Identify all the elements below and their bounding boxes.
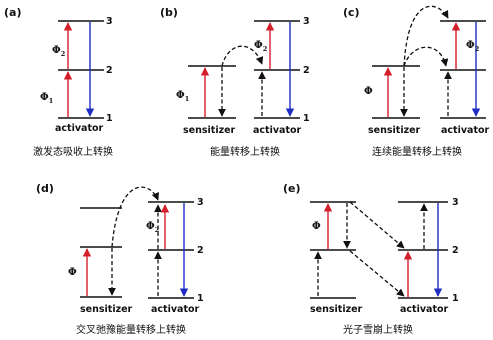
panel-c-energy-transfer-lower	[403, 46, 449, 67]
panel-d-activator-label: activator	[151, 304, 200, 315]
panel-b: (b) Φ1 sensitizer 3 2 1 Φ2 activator 能量转…	[160, 6, 310, 158]
panel-d-caption: 交叉弛豫能量转移上转换	[76, 323, 186, 336]
panel-e-level-3-label: 3	[452, 197, 459, 208]
panel-c-energy-transfer-upper	[403, 5, 449, 67]
panel-c-tag: (c)	[343, 6, 360, 19]
panel-a-phi-2: Φ2	[52, 45, 65, 58]
panel-b-level-1-label: 1	[303, 113, 310, 124]
panel-a-level-2-label: 2	[106, 65, 113, 76]
panel-b-energy-transfer	[221, 45, 264, 67]
panel-d: (d) Φ sensitizer 3 2 1 Φ2 activator 交叉弛豫…	[36, 182, 204, 336]
panel-c-activator-label: activator	[441, 125, 490, 136]
panel-e-sensitizer-label: sensitizer	[310, 304, 363, 315]
panel-a-level-3-label: 3	[106, 16, 113, 27]
panel-b-activator-label: activator	[253, 125, 302, 136]
panel-c-caption: 连续能量转移上转换	[372, 145, 462, 158]
panel-d-cross-relaxation	[111, 186, 160, 248]
panel-d-level-2-label: 2	[197, 245, 204, 256]
panel-d-level-3-label: 3	[197, 197, 204, 208]
panel-e-caption: 光子雪崩上转换	[343, 323, 413, 336]
panel-d-phi-2: Φ2	[146, 221, 159, 234]
panel-b-level-3-label: 3	[303, 16, 310, 27]
panel-e-cross-relaxation-lower	[349, 250, 405, 297]
panel-b-phi-1: Φ1	[176, 90, 189, 103]
panel-c: (c) Φ sensitizer Φ2 activator 连续能量转移上转换	[343, 5, 490, 158]
panel-b-caption: 能量转移上转换	[210, 145, 280, 158]
panel-d-tag: (d)	[36, 182, 54, 195]
panel-a-activator-label: activator	[55, 123, 104, 134]
panel-b-level-2-label: 2	[303, 65, 310, 76]
panel-e-level-1-label: 1	[452, 293, 459, 304]
panel-e-level-2-label: 2	[452, 245, 459, 256]
panel-d-sensitizer-label: sensitizer	[80, 304, 133, 315]
panel-e-tag: (e)	[283, 182, 301, 195]
panel-e: (e) Φ sensitizer 3 2 1 activator 光子雪崩上转换	[283, 182, 459, 336]
panel-b-phi-2: Φ2	[254, 40, 267, 53]
panel-c-sensitizer-label: sensitizer	[368, 125, 421, 136]
panel-e-activator-label: activator	[400, 304, 449, 315]
panel-a-tag: (a)	[4, 6, 21, 19]
panel-a-phi-1: Φ1	[40, 92, 53, 105]
panel-e-phi-sensitizer: Φ	[312, 221, 321, 232]
panel-b-sensitizer-label: sensitizer	[183, 125, 236, 136]
panel-b-tag: (b)	[160, 6, 178, 19]
panel-c-phi-sensitizer: Φ	[364, 86, 373, 97]
panel-a-caption: 激发态吸收上转换	[33, 145, 113, 158]
panel-e-cross-relaxation-upper	[349, 201, 405, 249]
panel-a-level-1-label: 1	[106, 113, 113, 124]
panel-c-phi-2: Φ2	[466, 40, 479, 53]
panel-a: (a) 3 2 1 Φ1 Φ2 activator 激发态吸收上转换	[4, 6, 113, 158]
panel-d-phi-sensitizer: Φ	[68, 267, 77, 278]
panel-d-level-1-label: 1	[197, 293, 204, 304]
